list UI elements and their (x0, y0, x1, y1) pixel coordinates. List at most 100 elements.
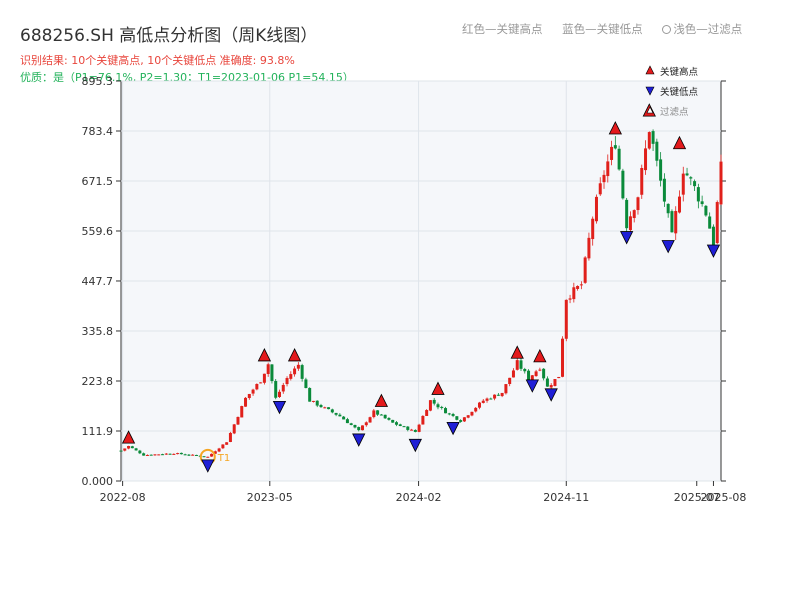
candle-body (213, 451, 217, 454)
candle-body (277, 391, 281, 397)
candle-body (168, 453, 172, 455)
y-tick-label: 783.4 (82, 125, 114, 138)
candle-body (349, 423, 353, 425)
key-low-marker (272, 400, 287, 415)
candle-body (625, 199, 629, 229)
candle-body (206, 456, 210, 458)
candle-body (632, 210, 636, 219)
candle-body (247, 393, 251, 399)
chart-legend: 关键高点 关键低点 过滤点 (645, 65, 699, 118)
key-high-marker (431, 381, 445, 395)
candle-body (462, 417, 466, 422)
candle-body (696, 187, 700, 202)
candle-body (474, 407, 478, 412)
x-tick-label: 2025-08 (700, 491, 746, 504)
legend-filtered-label: 过滤点 (660, 106, 689, 118)
legend-low-label: 关键低点 (660, 86, 699, 98)
candle-body (172, 453, 176, 455)
candle-body (119, 450, 123, 452)
candle-body (138, 450, 142, 454)
candle-body (432, 399, 436, 404)
candle-body (232, 424, 236, 434)
candle-body (496, 394, 500, 396)
candle-body (689, 177, 693, 179)
candle-body (394, 422, 398, 425)
candle-body (334, 412, 338, 415)
candle-body (364, 422, 368, 426)
candle-body (345, 419, 349, 424)
candle-body (606, 161, 610, 177)
candle-body (281, 384, 285, 392)
key-low-marker (706, 244, 721, 258)
candle-body (387, 418, 391, 420)
key-low-marker (661, 240, 675, 254)
key-high-marker (287, 348, 302, 362)
candle-body (194, 454, 198, 456)
candle-body (361, 425, 365, 431)
candle-body (300, 365, 304, 379)
key-high-marker (672, 135, 687, 150)
candle-body (270, 364, 274, 382)
y-axis: 0.000 111.9 223.8 335.8 447.7 559.6 671.5 783.4… (82, 75, 726, 488)
key-low-marker (408, 438, 422, 453)
candle-body (191, 454, 195, 456)
candle-body (708, 216, 712, 229)
markers: T1 (121, 103, 721, 473)
candle-body (383, 414, 387, 419)
candle-body (719, 161, 723, 205)
candle-body (674, 210, 678, 234)
candle-body (587, 237, 591, 259)
candle-body (489, 398, 493, 400)
candle-body (455, 416, 459, 420)
candle-body (266, 364, 270, 375)
candle-body (557, 376, 561, 379)
candle-body (440, 406, 444, 408)
candle-body (285, 378, 289, 385)
candle-body (323, 407, 327, 409)
top-legend: 红色—关键高点 蓝色—关键低点 浅色—过滤点 (462, 21, 758, 37)
candle-body (568, 298, 572, 300)
candle-body (617, 148, 621, 170)
x-tick-label: 2022-08 (100, 491, 146, 504)
candle-body (372, 410, 376, 418)
candle-body (704, 205, 708, 216)
circle-icon (662, 25, 672, 34)
candle-body (315, 400, 319, 406)
candle-body (127, 446, 131, 449)
top-legend-blue: 蓝色—关键低点 (562, 22, 643, 36)
candle-body (572, 287, 576, 300)
candle-body (444, 408, 448, 414)
x-tick-label: 2023-05 (247, 491, 293, 504)
candle-body (564, 299, 568, 339)
key-low-marker (620, 231, 634, 245)
candle-body (447, 413, 451, 415)
y-tick-label: 223.8 (82, 375, 114, 388)
candle-body (511, 370, 515, 378)
candle-body (289, 374, 293, 379)
candle-body (500, 392, 504, 397)
candle-body (594, 196, 598, 222)
candle-body (655, 141, 659, 161)
candle-body (417, 424, 421, 432)
candle-body (236, 416, 240, 425)
candle-body (410, 429, 414, 431)
low-marker-icon (645, 86, 655, 96)
key-high-marker (510, 345, 524, 359)
candle-body (311, 400, 315, 402)
candle-body (157, 454, 161, 456)
candle-body (711, 226, 715, 245)
grid (121, 80, 721, 482)
candle-body (693, 181, 697, 187)
candle-body (342, 416, 346, 420)
candle-body (466, 415, 470, 418)
key-high-marker (121, 430, 136, 444)
candle-body (379, 414, 383, 416)
candle-body (293, 368, 297, 375)
candles (119, 129, 723, 458)
candle-body (357, 427, 361, 431)
candle-body (610, 146, 614, 160)
candle-body (240, 406, 244, 418)
y-tick-label: 335.8 (82, 325, 114, 338)
candle-body (685, 173, 689, 176)
